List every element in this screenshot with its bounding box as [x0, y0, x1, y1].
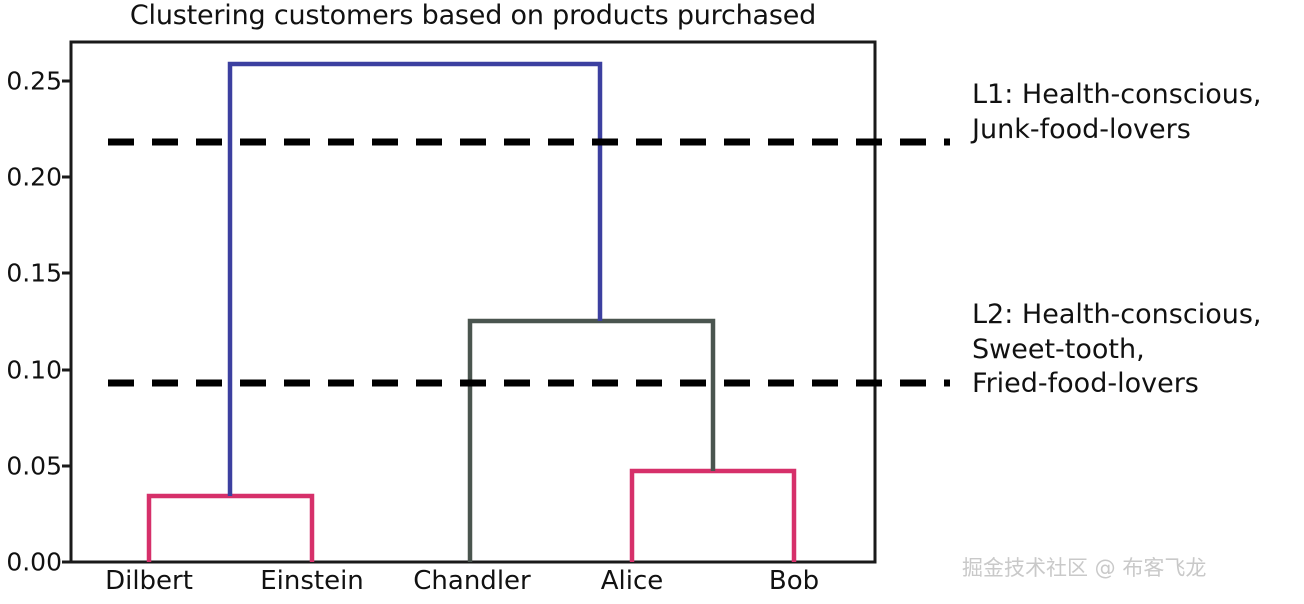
ytick-label-5: 0.25 [6, 66, 62, 96]
ytick-label-1: 0.05 [6, 451, 62, 481]
dendrogram-link-alice-bob [629, 468, 797, 562]
xtick-label-alice: Alice [600, 566, 664, 596]
ytick-label-0: 0.00 [6, 547, 62, 577]
y-axis-tick-labels: 0.00 0.05 0.10 0.15 0.20 0.25 [0, 0, 62, 604]
page-title: Clustering customers based on products p… [129, 0, 817, 31]
dendrogram-link-chandler-alicebob [467, 318, 716, 562]
xtick-label-dilbert: Dilbert [105, 566, 193, 596]
dendrogram-link-root [227, 61, 603, 496]
dendrogram-link-dilbert-einstein [146, 493, 315, 562]
ytick-label-4: 0.20 [6, 162, 62, 192]
ytick-label-3: 0.15 [6, 258, 62, 288]
annotation-l2: L2: Health-conscious, Sweet-tooth, Fried… [972, 299, 1262, 400]
xtick-label-bob: Bob [768, 566, 820, 596]
y-axis-ticks [62, 79, 71, 564]
xtick-label-einstein: Einstein [260, 566, 364, 596]
annotation-l1: L1: Health-conscious, Junk-food-lovers [972, 79, 1262, 145]
ytick-label-2: 0.10 [6, 355, 62, 385]
watermark: 掘金技术社区 @ 布客飞龙 [962, 556, 1207, 580]
xtick-label-chandler: Chandler [413, 566, 531, 596]
axes-frame [69, 40, 877, 564]
